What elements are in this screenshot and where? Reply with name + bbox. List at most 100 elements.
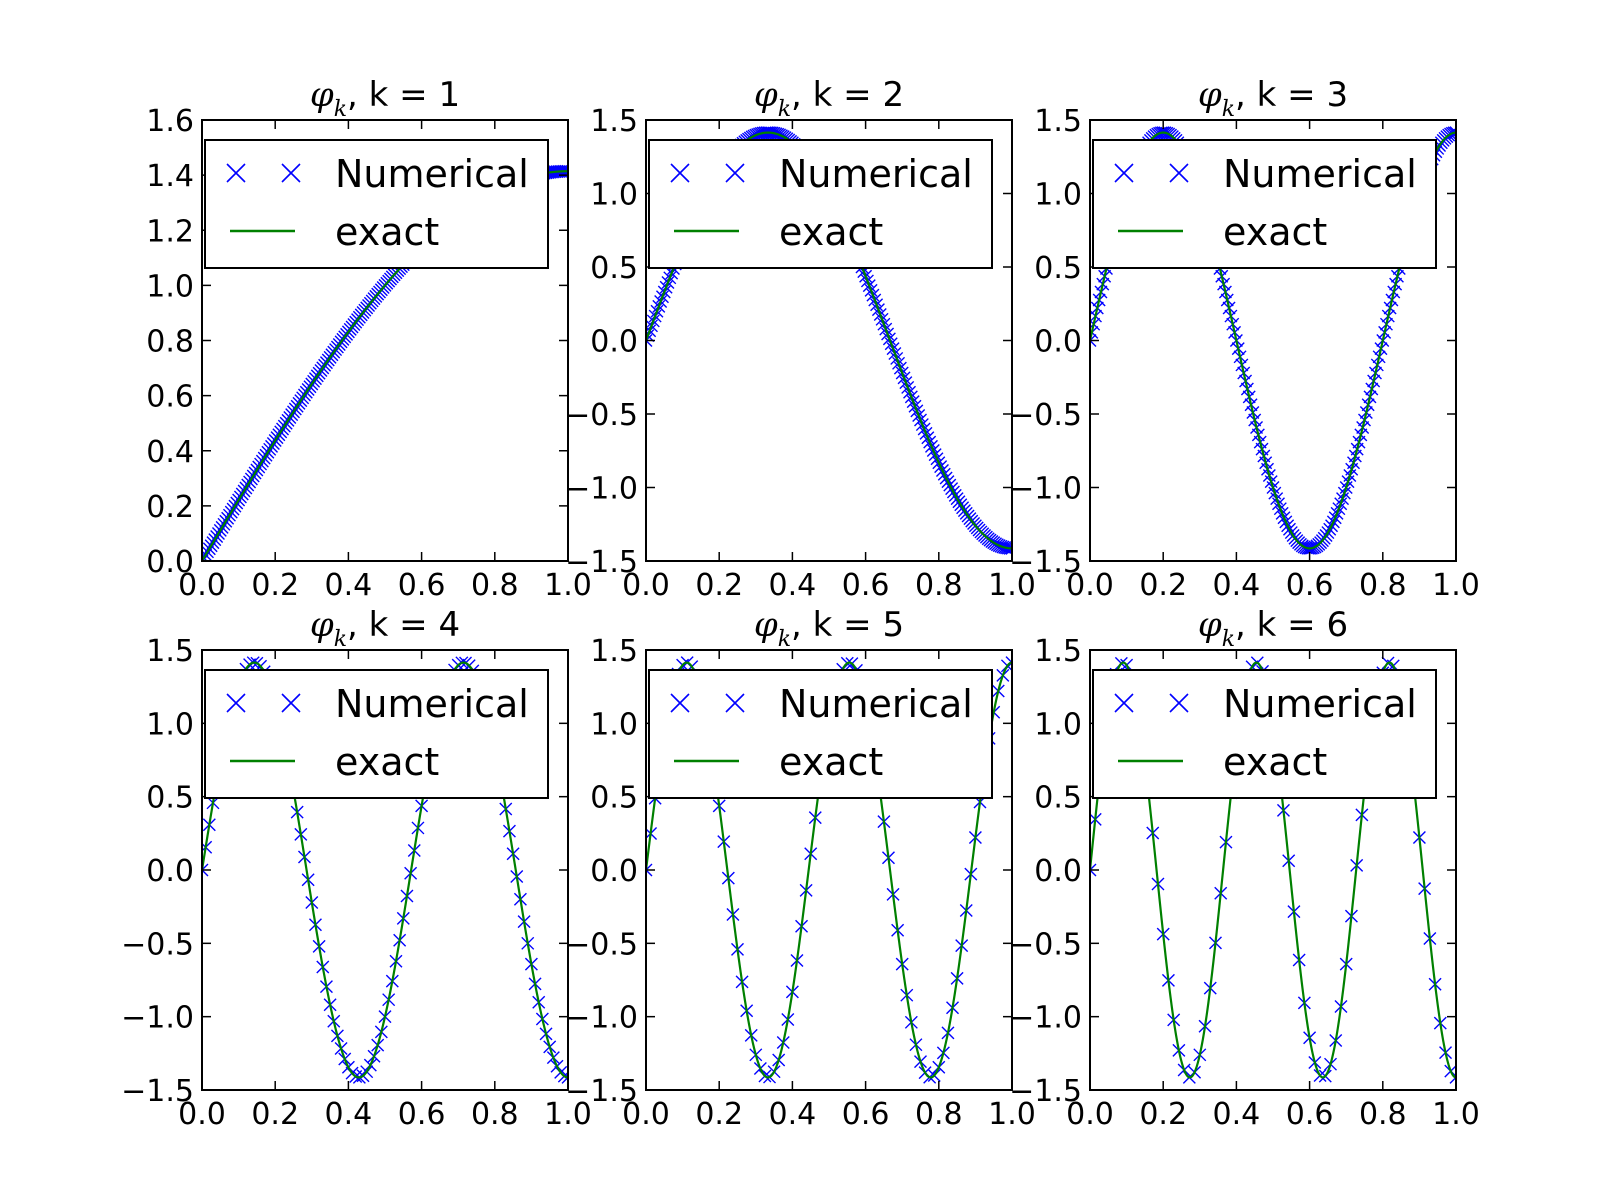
k2-legend-marker-x — [725, 163, 745, 183]
k1-y-tick-label: 1.0 — [146, 269, 194, 304]
k2-y-tick-label: −0.5 — [565, 398, 638, 433]
k1-x-tick-label: 0.6 — [398, 568, 446, 603]
k1-x-tick-label: 0.0 — [178, 568, 226, 603]
subplot-6: 0.0 0.2 0.4 0.6 0.8 1.0 −1.5 −1.0 −0.5 0.0 0.5 1.0 1… — [1009, 605, 1480, 1132]
k2-title: φk, k = 2 — [754, 75, 904, 122]
subplot-3: 0.0 0.2 0.4 0.6 0.8 1.0 −1.5 −1.0 −0.5 0.0 0.5 1.0 1… — [1009, 75, 1480, 603]
k4-legend-marker-x — [281, 693, 301, 713]
k6-legend: Numerical exact — [1092, 669, 1437, 799]
k1-x-tick-label: 1.0 — [544, 568, 592, 603]
k3-title: φk, k = 3 — [1198, 75, 1348, 122]
k3-y-tick-label: 0.0 — [1034, 325, 1082, 360]
k3-numerical-point — [1449, 126, 1456, 140]
k1-x-tick-label: 0.8 — [471, 568, 519, 603]
k6-y-tick-label: −1.0 — [1009, 1001, 1082, 1036]
k4-legend-marker-x — [226, 693, 246, 713]
k4-x-tick-label: 0.4 — [325, 1097, 373, 1132]
k1-x-tick-label: 0.2 — [251, 568, 299, 603]
k1-legend-frame — [204, 139, 549, 269]
k2-legend: Numerical exact — [648, 139, 993, 269]
k4-legend: Numerical exact — [204, 669, 549, 799]
k3-x-tick-label: 0.0 — [1066, 568, 1114, 603]
k3-y-tick-label: −1.5 — [1009, 545, 1082, 580]
k5-x-tick-label: 0.0 — [622, 1097, 670, 1132]
subplot-5: 0.0 0.2 0.4 0.6 0.8 1.0 −1.5 −1.0 −0.5 0.0 0.5 1.0 1… — [565, 605, 1036, 1132]
k2-x-tick-label: 1.0 — [988, 568, 1036, 603]
k6-legend-marker-x — [1169, 693, 1189, 713]
k5-y-tick-label: −1.5 — [565, 1074, 638, 1109]
k2-x-tick-label: 0.0 — [622, 568, 670, 603]
k4-y-tick-label: 0.5 — [146, 781, 194, 816]
k4-numerical-point — [202, 863, 209, 877]
k6-x-tick-label: 1.0 — [1432, 1097, 1480, 1132]
k6-legend-frame — [1092, 669, 1437, 799]
k1-title: φk, k = 1 — [310, 75, 460, 122]
k5-title: φk, k = 5 — [754, 605, 904, 652]
k1-y-tick-label: 0.0 — [146, 545, 194, 580]
k1-numerical-point — [202, 554, 209, 561]
k6-y-tick-label: 0.0 — [1034, 854, 1082, 889]
k4-legend-label-numerical: Numerical — [335, 682, 529, 726]
k6-title: φk, k = 6 — [1198, 605, 1348, 652]
k4-y-tick-label: −1.5 — [121, 1074, 194, 1109]
k3-y-tick-label: −0.5 — [1009, 398, 1082, 433]
k1-y-tick-label: 0.6 — [146, 380, 194, 415]
k6-numerical-point — [1090, 863, 1097, 877]
k2-legend-marker-x — [670, 163, 690, 183]
k3-legend-label-exact: exact — [1223, 210, 1327, 254]
k4-x-tick-label: 1.0 — [544, 1097, 592, 1132]
k2-numerical-point — [1005, 541, 1012, 555]
k2-legend-label-exact: exact — [779, 210, 883, 254]
k2-legend-label-numerical: Numerical — [779, 152, 973, 196]
k2-y-tick-label: 0.5 — [590, 251, 638, 286]
k3-y-tick-label: −1.0 — [1009, 472, 1082, 507]
k5-y-tick-label: −0.5 — [565, 927, 638, 962]
k3-legend-label-numerical: Numerical — [1223, 152, 1417, 196]
k1-x-tick-label: 0.4 — [325, 568, 373, 603]
k5-y-tick-label: 1.5 — [590, 634, 638, 669]
k3-legend-marker-x — [1169, 163, 1189, 183]
k3-legend-marker-x — [1114, 163, 1134, 183]
k5-y-tick-label: 0.5 — [590, 781, 638, 816]
k3-x-tick-label: 0.2 — [1139, 568, 1187, 603]
k2-y-tick-label: 0.0 — [590, 325, 638, 360]
k4-y-tick-label: 1.0 — [146, 707, 194, 742]
subplot-2: 0.0 0.2 0.4 0.6 0.8 1.0 −1.5 −1.0 −0.5 0.0 0.5 1.0 1… — [565, 75, 1036, 603]
k4-x-tick-label: 0.6 — [398, 1097, 446, 1132]
k5-y-tick-label: 1.0 — [590, 707, 638, 742]
k1-y-tick-label: 1.2 — [146, 214, 194, 249]
k1-y-tick-label: 1.6 — [146, 104, 194, 139]
k3-y-tick-label: 0.5 — [1034, 251, 1082, 286]
k6-x-tick-label: 0.6 — [1286, 1097, 1334, 1132]
k4-title: φk, k = 4 — [310, 605, 460, 652]
k5-x-tick-label: 0.2 — [695, 1097, 743, 1132]
k3-x-tick-label: 0.4 — [1213, 568, 1261, 603]
k1-legend-label-exact: exact — [335, 210, 439, 254]
k1-legend: Numerical exact — [204, 139, 549, 269]
k6-y-tick-label: −0.5 — [1009, 927, 1082, 962]
k3-legend-frame — [1092, 139, 1437, 269]
k4-y-tick-label: −0.5 — [121, 927, 194, 962]
k5-legend-label-exact: exact — [779, 740, 883, 784]
k4-legend-label-exact: exact — [335, 740, 439, 784]
k1-y-tick-label: 0.2 — [146, 490, 194, 525]
k5-x-tick-label: 0.4 — [769, 1097, 817, 1132]
k6-x-tick-label: 0.0 — [1066, 1097, 1114, 1132]
k1-legend-marker-x — [281, 163, 301, 183]
k2-numerical-point — [646, 334, 653, 347]
k1-legend-marker-x — [226, 163, 246, 183]
k1-legend-label-numerical: Numerical — [335, 152, 529, 196]
k4-legend-frame — [204, 669, 549, 799]
k5-y-tick-label: −1.0 — [565, 1001, 638, 1036]
k3-legend: Numerical exact — [1092, 139, 1437, 269]
k5-x-tick-label: 0.8 — [915, 1097, 963, 1132]
k2-y-tick-label: 1.0 — [590, 178, 638, 213]
k6-legend-label-exact: exact — [1223, 740, 1327, 784]
k6-y-tick-label: 0.5 — [1034, 781, 1082, 816]
k1-y-tick-label: 0.8 — [146, 325, 194, 360]
k5-legend-frame — [648, 669, 993, 799]
k5-legend-label-numerical: Numerical — [779, 682, 973, 726]
k1-y-tick-label: 0.4 — [146, 435, 194, 470]
k3-numerical-point — [1090, 334, 1097, 347]
